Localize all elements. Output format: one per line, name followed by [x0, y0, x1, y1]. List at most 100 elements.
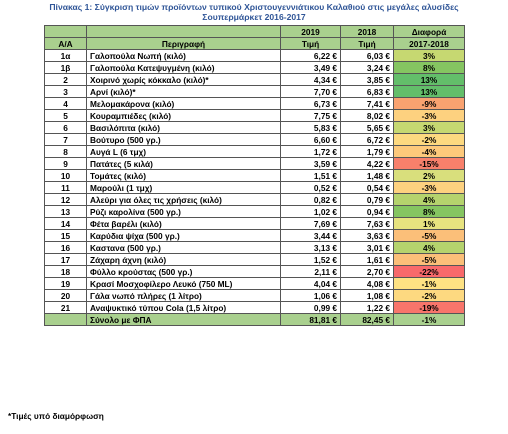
- cell-price-2018: 4,22 €: [340, 157, 394, 170]
- cell-price-2019: 3,59 €: [280, 157, 341, 170]
- cell-aa: 1α: [44, 49, 87, 62]
- cell-description: Χοιρινό χωρίς κόκκαλο (κιλό)*: [86, 73, 281, 86]
- table-row: 10 Τομάτες (κιλό) 1,51 €1,48 €2%: [44, 169, 465, 182]
- table-row: 16 Καστανα (500 γρ.) 3,13 €3,01 €4%: [44, 241, 465, 254]
- header-description: Περιγραφή: [86, 37, 281, 50]
- cell-price-2018: 4,08 €: [340, 277, 394, 290]
- cell-diff: -19%: [393, 301, 465, 314]
- cell-description: Κουραμπιέδες (κιλό): [86, 109, 281, 122]
- cell-description: Γαλοπούλα Κατεψυγμένη (κιλό): [86, 61, 281, 74]
- table-caption: Πίνακας 1: Σύγκριση τιμών προϊόντων τυπι…: [0, 2, 508, 22]
- table-row: 1α Γαλοπούλα Νωπή (κιλό) 6,22 €6,03 €3%: [44, 49, 465, 62]
- cell-diff: 8%: [393, 61, 465, 74]
- cell-description: Κρασί Μοσχοφίλερο Λευκό (750 ML): [86, 277, 281, 290]
- cell-price-2019: 7,70 €: [280, 85, 341, 98]
- cell-aa: 18: [44, 265, 87, 278]
- cell-price-2019: 4,04 €: [280, 277, 341, 290]
- table-row: 18 Φύλλο κρούστας (500 γρ.) 2,11 €2,70 € -2…: [44, 265, 465, 278]
- cell-price-2018: 0,79 €: [340, 193, 394, 206]
- cell-diff: -22%: [393, 265, 465, 278]
- total-2019: 81,81 €: [280, 313, 341, 326]
- header-year-2018: 2018: [340, 25, 394, 38]
- cell-price-2019: 1,06 €: [280, 289, 341, 302]
- cell-description: Αρνί (κιλό)*: [86, 85, 281, 98]
- table-row: 21 Αναψυκτικό τύπου Cola (1,5 λίτρο) 0,99 …: [44, 301, 465, 314]
- cell-price-2019: 7,69 €: [280, 217, 341, 230]
- cell-diff: 13%: [393, 73, 465, 86]
- table-row: 1β Γαλοπούλα Κατεψυγμένη (κιλό) 3,49 €3,24…: [44, 61, 465, 74]
- cell-description: Καστανα (500 γρ.): [86, 241, 281, 254]
- header-price-2018: Τιμή: [340, 37, 394, 50]
- cell-aa: 20: [44, 289, 87, 302]
- header-price-2019: Τιμή: [280, 37, 341, 50]
- table-row: 5 Κουραμπιέδες (κιλό) 7,75 €8,02 € -3%: [44, 109, 465, 122]
- cell-price-2019: 4,34 €: [280, 73, 341, 86]
- table-row: 14 Φέτα βαρέλι (κιλό) 7,69 €7,63 €1%: [44, 217, 465, 230]
- cell-diff: -3%: [393, 181, 465, 194]
- table-row: 15 Καρύδια ψίχα (500 γρ.) 3,44 €3,63 € -5%: [44, 229, 465, 242]
- cell-description: Μαρούλι (1 τμχ): [86, 181, 281, 194]
- cell-aa: 3: [44, 85, 87, 98]
- cell-aa: 14: [44, 217, 87, 230]
- cell-price-2019: 5,83 €: [280, 121, 341, 134]
- cell-aa: 1β: [44, 61, 87, 74]
- cell-diff: 2%: [393, 169, 465, 182]
- cell-price-2018: 3,63 €: [340, 229, 394, 242]
- cell-description: Αναψυκτικό τύπου Cola (1,5 λίτρο): [86, 301, 281, 314]
- cell-description: Πατάτες (5 κιλά): [86, 157, 281, 170]
- cell-description: Φέτα βαρέλι (κιλό): [86, 217, 281, 230]
- cell-price-2018: 6,03 €: [340, 49, 394, 62]
- cell-price-2018: 0,94 €: [340, 205, 394, 218]
- cell-diff: 8%: [393, 205, 465, 218]
- cell-aa: 12: [44, 193, 87, 206]
- table-row: 17 Ζάχαρη άχνη (κιλό) 1,52 €1,61 € -5%: [44, 253, 465, 266]
- cell-diff: 4%: [393, 193, 465, 206]
- cell-aa: 6: [44, 121, 87, 134]
- cell-description: Μελομακάρονα (κιλό): [86, 97, 281, 110]
- caption-line-1: Πίνακας 1: Σύγκριση τιμών προϊόντων τυπι…: [49, 2, 459, 12]
- cell-price-2018: 6,72 €: [340, 133, 394, 146]
- cell-diff: -15%: [393, 157, 465, 170]
- cell-diff: 13%: [393, 85, 465, 98]
- header-blank-desc: [86, 25, 281, 38]
- cell-price-2019: 2,11 €: [280, 265, 341, 278]
- cell-aa: 13: [44, 205, 87, 218]
- table-row: 3 Αρνί (κιλό)* 7,70 €6,83 €13%: [44, 85, 465, 98]
- cell-diff: 3%: [393, 49, 465, 62]
- cell-price-2019: 7,75 €: [280, 109, 341, 122]
- table-row: 13 Ρύζι καρολίνα (500 γρ.) 1,02 €0,94 €8%: [44, 205, 465, 218]
- cell-price-2018: 1,79 €: [340, 145, 394, 158]
- table-row: 6 Βασιλόπιτα (κιλό) 5,83 €5,65 €3%: [44, 121, 465, 134]
- table-row: 4 Μελομακάρονα (κιλό) 6,73 €7,41 € -9%: [44, 97, 465, 110]
- cell-price-2018: 2,70 €: [340, 265, 394, 278]
- cell-diff: -4%: [393, 145, 465, 158]
- cell-price-2018: 1,48 €: [340, 169, 394, 182]
- cell-aa: 17: [44, 253, 87, 266]
- table-row: 12 Αλεύρι για όλες τις χρήσεις (κιλό) 0,82…: [44, 193, 465, 206]
- cell-description: Αλεύρι για όλες τις χρήσεις (κιλό): [86, 193, 281, 206]
- cell-diff: -9%: [393, 97, 465, 110]
- table-body: 1α Γαλοπούλα Νωπή (κιλό) 6,22 €6,03 €3% 1β Γ…: [44, 49, 465, 314]
- cell-price-2019: 1,02 €: [280, 205, 341, 218]
- cell-price-2018: 7,41 €: [340, 97, 394, 110]
- cell-description: Βούτυρο (500 γρ.): [86, 133, 281, 146]
- footnote: *Τιμές υπό διαμόρφωση: [8, 411, 104, 421]
- cell-aa: 4: [44, 97, 87, 110]
- cell-diff: -2%: [393, 133, 465, 146]
- cell-diff: -2%: [393, 289, 465, 302]
- table-row: 2 Χοιρινό χωρίς κόκκαλο (κιλό)* 4,34 €3,85…: [44, 73, 465, 86]
- cell-description: Φύλλο κρούστας (500 γρ.): [86, 265, 281, 278]
- cell-price-2019: 6,73 €: [280, 97, 341, 110]
- table-row: 9 Πατάτες (5 κιλά) 3,59 €4,22 € -15%: [44, 157, 465, 170]
- cell-price-2018: 7,63 €: [340, 217, 394, 230]
- total-diff: -1%: [393, 313, 465, 326]
- cell-aa: 19: [44, 277, 87, 290]
- cell-price-2019: 6,60 €: [280, 133, 341, 146]
- cell-diff: -5%: [393, 229, 465, 242]
- cell-diff: 4%: [393, 241, 465, 254]
- cell-price-2018: 5,65 €: [340, 121, 394, 134]
- cell-aa: 8: [44, 145, 87, 158]
- cell-description: Ρύζι καρολίνα (500 γρ.): [86, 205, 281, 218]
- cell-description: Ζάχαρη άχνη (κιλό): [86, 253, 281, 266]
- cell-diff: -5%: [393, 253, 465, 266]
